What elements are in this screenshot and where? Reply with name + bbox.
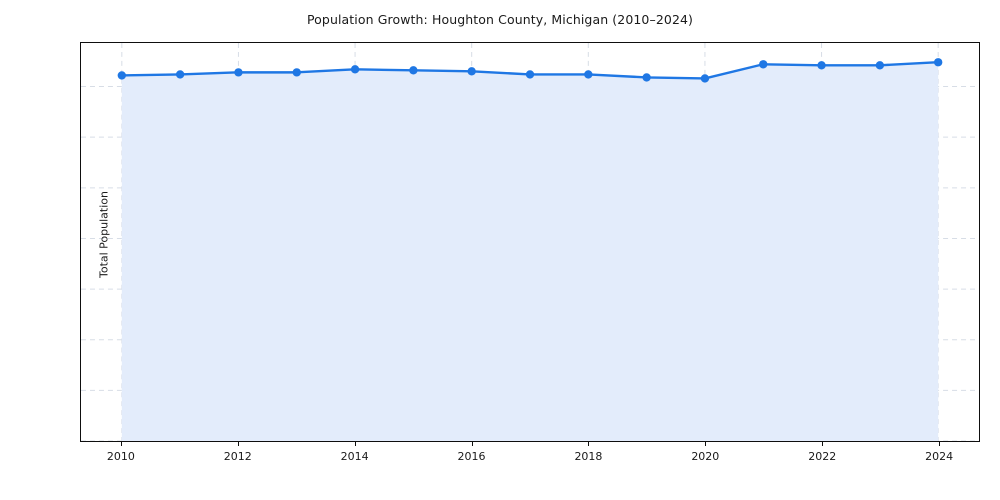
- x-tick-mark: [939, 442, 941, 446]
- x-tick-mark: [471, 442, 473, 446]
- x-tick-mark: [237, 442, 239, 446]
- x-tick-mark: [822, 442, 824, 446]
- x-tick-label: 2020: [691, 450, 720, 463]
- x-tick-label: 2022: [808, 450, 837, 463]
- x-tick-mark: [120, 442, 122, 446]
- plot-area: [80, 42, 980, 442]
- x-tick-label: 2012: [223, 450, 252, 463]
- axes-decorations: Total Population 05,00010,00015,00020,00…: [80, 42, 980, 463]
- x-tick-label: 2018: [574, 450, 603, 463]
- x-tick-mark: [354, 442, 356, 446]
- y-axis-label: Total Population: [97, 191, 111, 278]
- x-tick-label: 2016: [457, 450, 486, 463]
- x-tick-mark: [705, 442, 707, 446]
- x-tick-label: 2014: [340, 450, 369, 463]
- chart-title: Population Growth: Houghton County, Mich…: [306, 12, 694, 27]
- x-tick-label: 2010: [106, 450, 135, 463]
- data-series-line: [117, 58, 943, 83]
- area-fill: [121, 62, 939, 441]
- x-tick-mark: [588, 442, 590, 446]
- x-tick-label: 2024: [925, 450, 954, 463]
